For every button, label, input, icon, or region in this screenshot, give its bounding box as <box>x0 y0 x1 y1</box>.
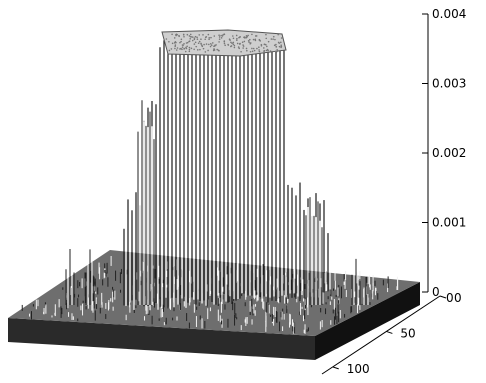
y-axis-line <box>321 295 441 375</box>
base-side-face <box>315 282 420 360</box>
y-tick-1 <box>386 330 393 334</box>
z-tick-label-0: 0 <box>432 285 440 299</box>
y-tick-0 <box>439 295 447 299</box>
z-tick-label-1: 0.001 <box>432 216 466 230</box>
base-front-face <box>8 318 315 360</box>
y-tick-label-0: 0 <box>454 291 462 305</box>
x-tick-label-0: 0 <box>446 291 454 305</box>
z-tick-label-4: 0.004 <box>432 7 466 21</box>
y-tick-label-1: 50 <box>400 326 415 340</box>
y-tick-2 <box>332 366 339 370</box>
surface-mesh <box>65 36 371 311</box>
z-tick-label-2: 0.002 <box>432 146 466 160</box>
plateau-texture <box>165 33 283 53</box>
z-axis: 0 0.001 0.002 0.003 0.004 <box>422 7 466 299</box>
y-tick-label-2: 100 <box>347 362 370 376</box>
y-axis: 0 50 100 <box>321 291 462 376</box>
z-tick-label-3: 0.003 <box>432 77 466 91</box>
